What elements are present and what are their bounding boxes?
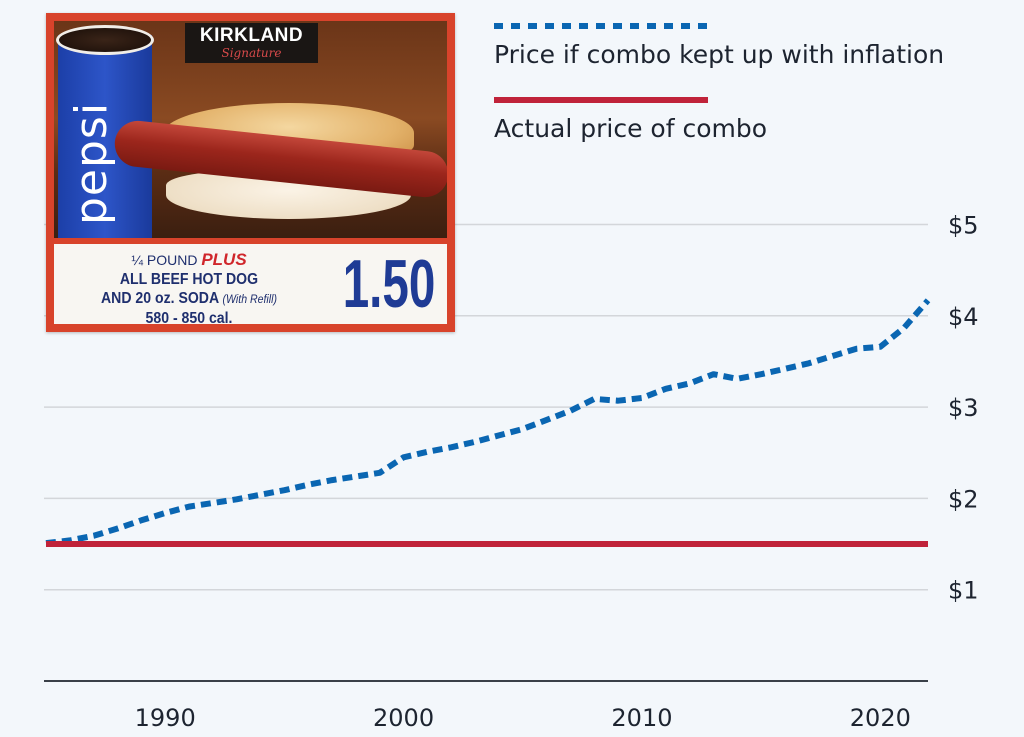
- combo-description: ¼ POUND PLUS ALL BEEF HOT DOG AND 20 oz.…: [64, 250, 314, 328]
- combo-line-2: ALL BEEF HOT DOG: [119, 271, 259, 288]
- combo-line-3-note: (With Refill): [222, 292, 277, 306]
- hot-dog-combo-sign: pepsi KIRKLAND Signature ¼ POUND PLUS AL…: [46, 13, 455, 332]
- y-tick-label: $1: [948, 577, 979, 605]
- series: [45, 298, 931, 547]
- sign-photo: pepsi KIRKLAND Signature: [54, 21, 447, 238]
- cup-brand-text: pepsi: [66, 101, 117, 225]
- brand-badge: KIRKLAND Signature: [185, 23, 318, 63]
- brand-badge-name: KIRKLAND: [199, 25, 304, 46]
- y-tick-label: $3: [948, 394, 979, 422]
- sign-text-panel: ¼ POUND PLUS ALL BEEF HOT DOG AND 20 oz.…: [54, 244, 447, 327]
- combo-line-1-emphasis: PLUS: [201, 250, 247, 269]
- y-tick-label: $5: [948, 212, 979, 240]
- brand-badge-sub: Signature: [221, 46, 282, 60]
- soda-cup-top: [56, 25, 154, 55]
- legend-label-actual: Actual price of combo: [494, 114, 767, 143]
- x-tick-label: 2010: [611, 704, 672, 732]
- combo-line-3-text: AND 20 oz. SODA: [100, 290, 219, 307]
- x-tick-label: 2000: [373, 704, 434, 732]
- series-line-inflation: [45, 298, 931, 547]
- combo-line-1: ¼ POUND PLUS: [64, 250, 314, 270]
- legend: Price if combo kept up with inflation Ac…: [494, 23, 944, 143]
- y-tick-label: $2: [948, 485, 979, 513]
- combo-line-4: 580 - 850 cal.: [145, 310, 233, 327]
- y-tick-label: $4: [948, 303, 979, 331]
- combo-line-1-prefix: ¼ POUND: [131, 252, 198, 268]
- legend-label-inflation: Price if combo kept up with inflation: [494, 40, 944, 69]
- axes: $1 $2 $3 $4 $5 1990 2000 2010 2020: [44, 212, 979, 732]
- x-tick-label: 2020: [850, 704, 911, 732]
- combo-price: 1.50: [342, 246, 435, 322]
- combo-line-3: AND 20 oz. SODA (With Refill): [79, 289, 299, 309]
- x-tick-label: 1990: [135, 704, 196, 732]
